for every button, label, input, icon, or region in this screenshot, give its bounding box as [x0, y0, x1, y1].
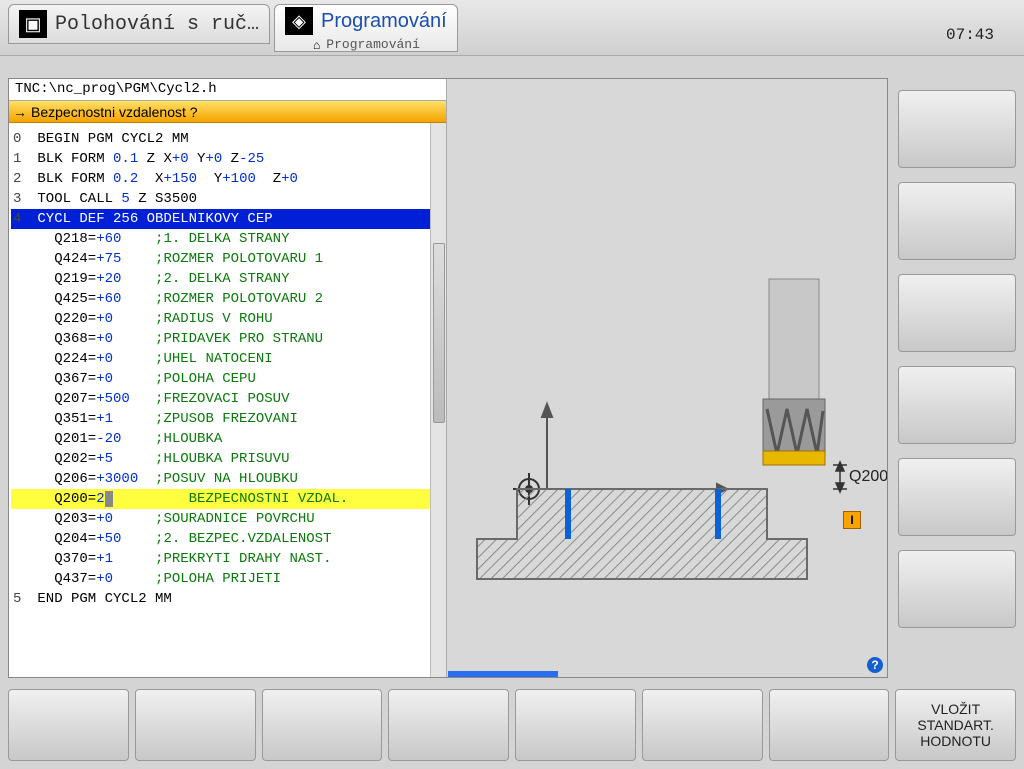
- bottom-softkey-7[interactable]: [769, 689, 890, 761]
- code-line[interactable]: Q370=+1 ;PREKRYTI DRAHY NAST.: [11, 549, 444, 569]
- code-line[interactable]: Q202=+5 ;HLOUBKA PRISUVU: [11, 449, 444, 469]
- clock: 07:43: [946, 26, 994, 44]
- code-line[interactable]: Q425=+60 ;ROZMER POLOTOVARU 2: [11, 289, 444, 309]
- info-icon[interactable]: I: [843, 511, 861, 529]
- bottom-softkey-1[interactable]: [8, 689, 129, 761]
- help-graphic: Q200 I ?: [447, 79, 887, 677]
- code-line[interactable]: Q204=+50 ;2. BEZPEC.VZDALENOST: [11, 529, 444, 549]
- code-line[interactable]: Q368=+0 ;PRIDAVEK PRO STRANU: [11, 329, 444, 349]
- tab-icon-programming: ◈: [285, 7, 313, 35]
- code-pane: TNC:\nc_prog\PGM\Cycl2.h → Bezpecnostni …: [9, 79, 447, 677]
- top-bar: ▣ Polohování s ruč… ◈ Programování ⌂ Pro…: [0, 0, 1024, 56]
- tab-icon-positioning: ▣: [19, 10, 47, 38]
- code-line[interactable]: Q219=+20 ;2. DELKA STRANY: [11, 269, 444, 289]
- bottom-softkey-3[interactable]: [262, 689, 383, 761]
- right-softkey-bar: [898, 90, 1016, 628]
- right-softkey-3[interactable]: [898, 274, 1016, 352]
- tab-positioning[interactable]: ▣ Polohování s ruč…: [8, 4, 270, 44]
- tab-title-programming: Programování: [321, 10, 447, 33]
- right-softkey-1[interactable]: [898, 90, 1016, 168]
- code-line[interactable]: 4 CYCL DEF 256 OBDELNIKOVY CEP: [11, 209, 444, 229]
- tab-title-positioning: Polohování s ruč…: [55, 13, 259, 36]
- code-line[interactable]: Q351=+1 ;ZPUSOB FREZOVANI: [11, 409, 444, 429]
- main-area: TNC:\nc_prog\PGM\Cycl2.h → Bezpecnostni …: [8, 78, 888, 678]
- help-icon[interactable]: ?: [867, 657, 883, 673]
- right-softkey-2[interactable]: [898, 182, 1016, 260]
- active-softkey-indicator: [448, 671, 558, 677]
- prompt-bar: → Bezpecnostni vzdalenost ?: [9, 101, 446, 123]
- code-line[interactable]: Q207=+500 ;FREZOVACI POSUV: [11, 389, 444, 409]
- bottom-softkey-bar: VLOŽIT STANDART. HODNOTU: [8, 689, 1016, 761]
- code-line[interactable]: Q201=-20 ;HLOUBKA: [11, 429, 444, 449]
- bottom-softkey-6[interactable]: [642, 689, 763, 761]
- code-line[interactable]: Q437=+0 ;POLOHA PRIJETI: [11, 569, 444, 589]
- tab-subtitle: Programování: [326, 37, 420, 52]
- code-line[interactable]: 1 BLK FORM 0.1 Z X+0 Y+0 Z-25: [11, 149, 444, 169]
- label-q200: Q200: [849, 468, 887, 485]
- right-softkey-5[interactable]: [898, 458, 1016, 536]
- right-softkey-6[interactable]: [898, 550, 1016, 628]
- program-listing[interactable]: 0 BEGIN PGM CYCL2 MM1 BLK FORM 0.1 Z X+0…: [9, 123, 446, 677]
- code-line[interactable]: Q224=+0 ;UHEL NATOCENI: [11, 349, 444, 369]
- code-line[interactable]: Q218=+60 ;1. DELKA STRANY: [11, 229, 444, 249]
- code-line[interactable]: 0 BEGIN PGM CYCL2 MM: [11, 129, 444, 149]
- code-line[interactable]: Q206=+3000 ;POSUV NA HLOUBKU: [11, 469, 444, 489]
- diagram-svg: Q200: [447, 79, 887, 677]
- bottom-softkey-4[interactable]: [388, 689, 509, 761]
- scrollbar-thumb[interactable]: [433, 243, 445, 423]
- code-line[interactable]: 5 END PGM CYCL2 MM: [11, 589, 444, 609]
- scrollbar[interactable]: [430, 123, 446, 677]
- code-line[interactable]: Q424=+75 ;ROZMER POLOTOVARU 1: [11, 249, 444, 269]
- home-icon: ⌂: [313, 38, 320, 52]
- code-line[interactable]: Q220=+0 ;RADIUS V ROHU: [11, 309, 444, 329]
- bottom-softkey-5[interactable]: [515, 689, 636, 761]
- code-line[interactable]: Q200=2 BEZPECNOSTNI VZDAL.: [11, 489, 444, 509]
- tab-programming[interactable]: ◈ Programování ⌂ Programování: [274, 4, 458, 52]
- right-softkey-4[interactable]: [898, 366, 1016, 444]
- file-path: TNC:\nc_prog\PGM\Cycl2.h: [9, 79, 446, 101]
- bottom-softkey-2[interactable]: [135, 689, 256, 761]
- code-line[interactable]: 3 TOOL CALL 5 Z S3500: [11, 189, 444, 209]
- prompt-text: Bezpecnostni vzdalenost ?: [31, 104, 198, 120]
- code-line[interactable]: Q367=+0 ;POLOHA CEPU: [11, 369, 444, 389]
- code-line[interactable]: 2 BLK FORM 0.2 X+150 Y+100 Z+0: [11, 169, 444, 189]
- code-line[interactable]: Q203=+0 ;SOURADNICE POVRCHU: [11, 509, 444, 529]
- bottom-softkey-8[interactable]: VLOŽIT STANDART. HODNOTU: [895, 689, 1016, 761]
- arrow-icon: →: [13, 104, 27, 120]
